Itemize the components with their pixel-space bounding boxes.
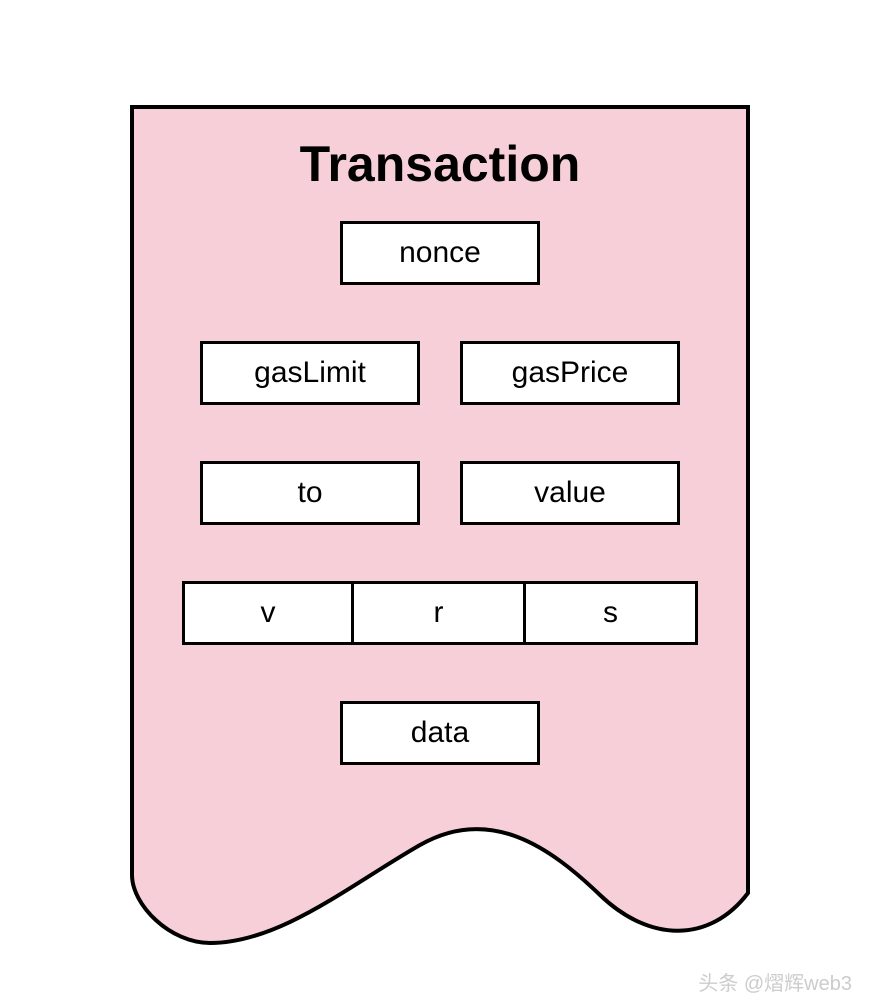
field-gas-limit: gasLimit [200,341,420,405]
diagram-title: Transaction [130,135,750,193]
field-v: v [182,581,354,645]
field-value: value [460,461,680,525]
field-data: data [340,701,540,765]
watermark-text: 头条 @熠辉web3 [698,967,852,996]
field-nonce: nonce [340,221,540,285]
transaction-receipt: Transaction nonce gasLimit gasPrice to v… [130,105,750,945]
field-s: s [526,581,698,645]
row-signature: v r s [130,581,750,645]
field-r: r [354,581,526,645]
transaction-content: Transaction nonce gasLimit gasPrice to v… [130,105,750,765]
field-to: to [200,461,420,525]
row-gas: gasLimit gasPrice [130,341,750,405]
row-nonce: nonce [130,221,750,285]
row-data: data [130,701,750,765]
row-to-value: to value [130,461,750,525]
field-gas-price: gasPrice [460,341,680,405]
